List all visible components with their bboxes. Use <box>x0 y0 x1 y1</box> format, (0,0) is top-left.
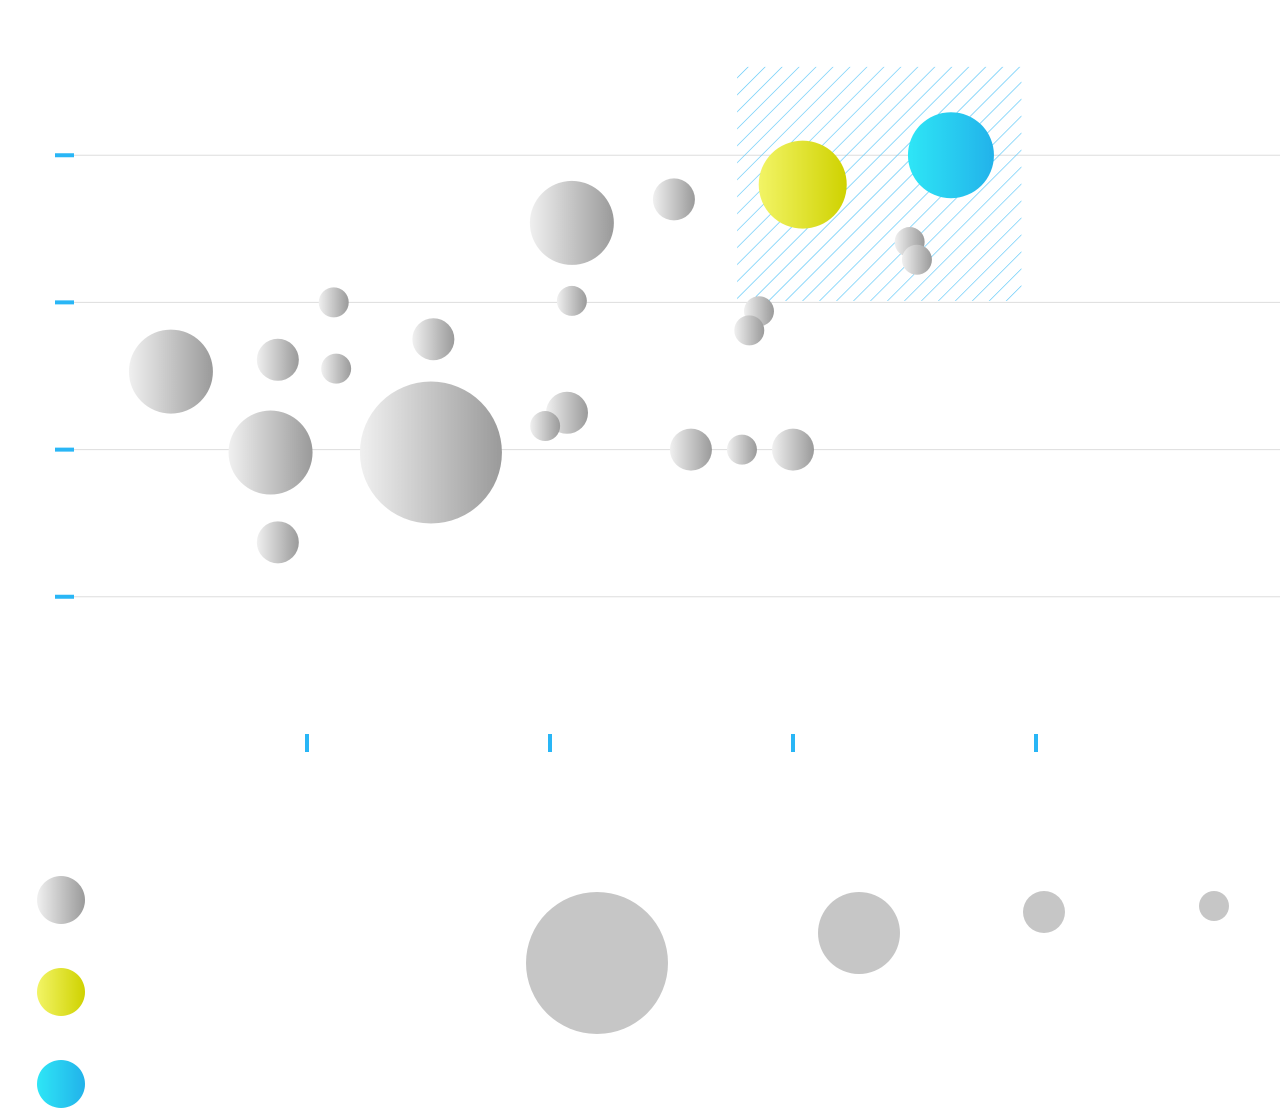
bubble <box>907 112 994 199</box>
bubble <box>901 244 932 275</box>
bubble <box>359 381 502 524</box>
legend-swatch <box>37 1060 85 1108</box>
bubble <box>734 315 765 346</box>
bubble <box>228 410 313 495</box>
bubble <box>772 428 814 471</box>
size-legend-bubble <box>1023 891 1065 933</box>
bubble <box>669 428 712 471</box>
bubble <box>128 329 213 414</box>
bubble <box>556 285 587 316</box>
bubble <box>529 180 614 265</box>
bubble <box>726 434 757 465</box>
bubble <box>530 411 561 442</box>
bubble <box>412 318 455 361</box>
bubble <box>318 287 349 318</box>
bubble <box>652 178 695 221</box>
size-legend-bubble <box>1199 891 1229 921</box>
legend-swatch <box>37 876 85 924</box>
bubble <box>758 140 847 229</box>
size-legend-bubble <box>818 892 900 974</box>
legend-swatch <box>37 968 85 1016</box>
bubble <box>256 338 299 381</box>
bubble <box>256 521 299 564</box>
size-legend-bubble <box>526 892 668 1034</box>
bubble <box>321 353 352 384</box>
